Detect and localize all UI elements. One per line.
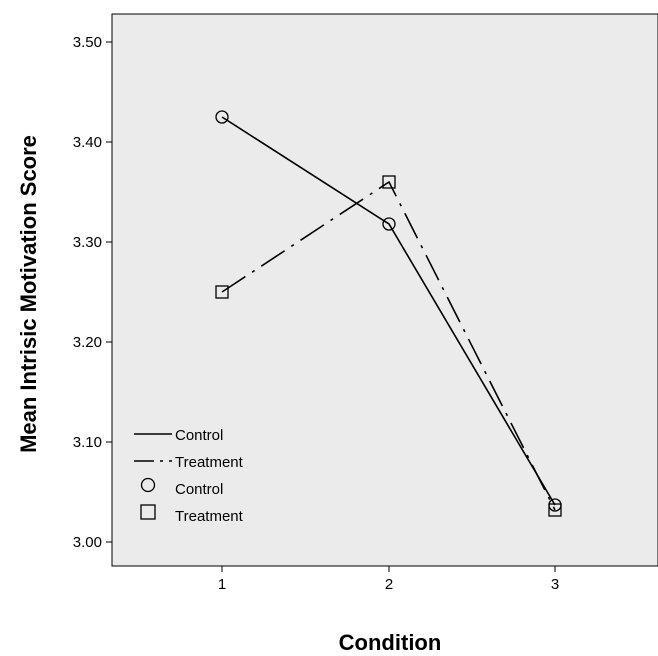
x-tick-label: 1 <box>218 576 226 593</box>
y-tick-label: 3.50 <box>73 34 102 51</box>
legend-label: Treatment <box>175 454 244 471</box>
series-layer <box>215 110 562 517</box>
y-axis: 3.00 3.10 3.20 3.30 3.40 3.50 <box>73 34 112 551</box>
data-point-control <box>382 217 396 231</box>
legend-swatch-square <box>140 504 156 520</box>
data-point-treatment <box>548 503 562 517</box>
y-tick-label: 3.30 <box>73 234 102 251</box>
legend: Control Treatment Control Treatment <box>134 427 244 525</box>
legend-label: Treatment <box>175 508 244 525</box>
data-point-treatment <box>382 175 396 189</box>
y-tick-label: 3.20 <box>73 334 102 351</box>
legend-label: Control <box>175 427 223 444</box>
y-axis-title: Mean Intrisic Motivation Score <box>16 135 41 453</box>
x-tick-label: 2 <box>385 576 393 593</box>
y-tick-label: 3.10 <box>73 434 102 451</box>
plot-area <box>111 13 658 567</box>
x-tick-label: 3 <box>551 576 559 593</box>
data-point-treatment <box>215 285 229 299</box>
y-tick-label: 3.00 <box>73 534 102 551</box>
legend-swatch-circle <box>140 477 156 493</box>
data-point-control <box>215 110 229 124</box>
x-axis-title: Condition <box>339 630 442 655</box>
series-line-control <box>221 116 556 506</box>
series-line-treatment <box>221 180 556 511</box>
x-axis: 1 2 3 <box>218 566 559 593</box>
legend-label: Control <box>175 481 223 498</box>
y-tick-label: 3.40 <box>73 134 102 151</box>
